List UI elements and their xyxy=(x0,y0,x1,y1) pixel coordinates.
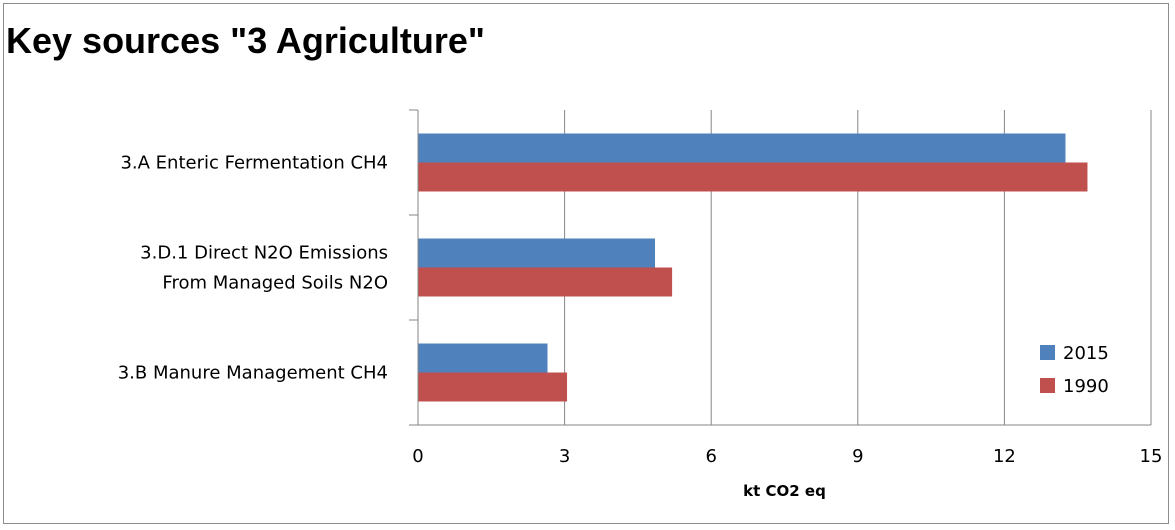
x-axis-title: kt CO2 eq xyxy=(743,482,826,500)
x-tick-label: 12 xyxy=(993,446,1016,467)
x-tick-labels: 0 3 6 9 12 15 xyxy=(412,446,1162,467)
legend-swatch-1990 xyxy=(1040,378,1055,393)
legend-swatch-2015 xyxy=(1040,345,1055,360)
y-category-labels: 3.A Enteric Fermentation CH4 3.D.1 Direct… xyxy=(118,153,388,384)
y-category-label: 3.D.1 Direct N2O Emissions From Managed S… xyxy=(140,243,388,294)
bar-2015 xyxy=(418,238,656,268)
axes xyxy=(409,109,1151,426)
bar-2015 xyxy=(418,343,548,373)
x-tick-label: 3 xyxy=(559,446,570,467)
x-tick-label: 0 xyxy=(412,446,423,467)
y-category-label-line: 3.D.1 Direct N2O Emissions xyxy=(140,243,388,264)
y-category-label-line: 3.B Manure Management CH4 xyxy=(118,363,388,384)
bar-1990 xyxy=(418,267,673,297)
x-tick-label: 15 xyxy=(1140,446,1163,467)
bar-1990 xyxy=(418,162,1088,192)
x-tick-label: 6 xyxy=(705,446,716,467)
legend: 2015 1990 xyxy=(1040,343,1109,397)
y-category-label-line: 3.A Enteric Fermentation CH4 xyxy=(120,153,388,174)
bars xyxy=(418,133,1088,402)
bar-2015 xyxy=(418,133,1066,163)
legend-label-1990: 1990 xyxy=(1063,376,1109,397)
legend-label-2015: 2015 xyxy=(1063,343,1109,364)
y-category-label: 3.A Enteric Fermentation CH4 xyxy=(120,153,388,174)
bar-1990 xyxy=(418,372,568,402)
x-tick-label: 9 xyxy=(852,446,863,467)
y-category-label-line: From Managed Soils N2O xyxy=(162,273,388,294)
y-category-label: 3.B Manure Management CH4 xyxy=(118,363,388,384)
chart-title: Key sources "3 Agriculture" xyxy=(6,20,485,61)
